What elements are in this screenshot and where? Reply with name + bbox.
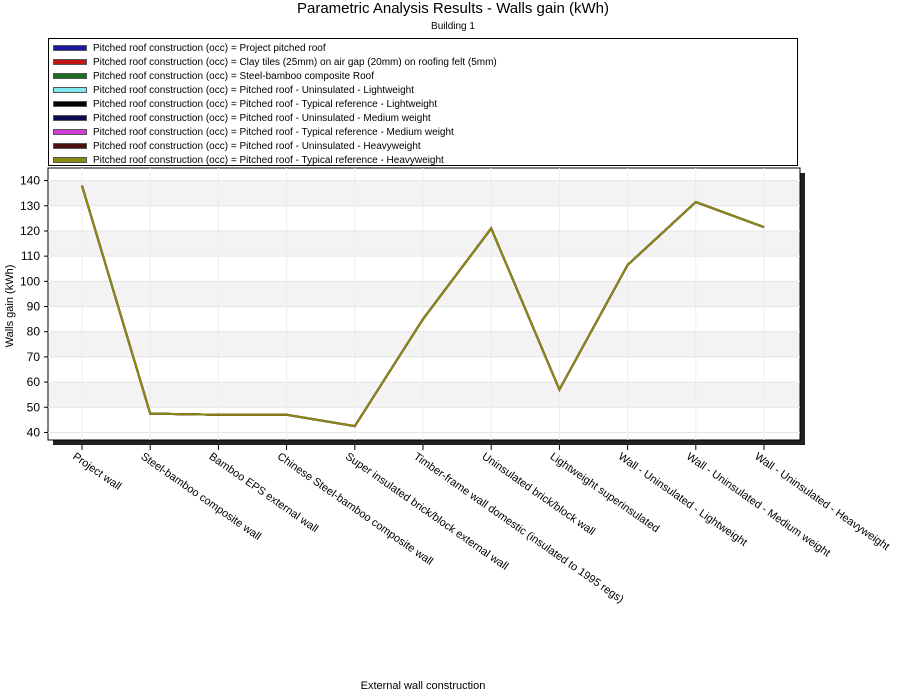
y-tick-label: 50 (27, 400, 41, 414)
legend-label: Pitched roof construction (occ) = Pitche… (93, 154, 444, 166)
y-tick-label: 140 (20, 174, 40, 188)
legend-item: Pitched roof construction (occ) = Pitche… (53, 111, 431, 125)
legend-swatch (53, 45, 87, 51)
y-tick-label: 100 (20, 274, 40, 288)
x-tick-label: Bamboo EPS external wall (207, 451, 321, 536)
y-tick-label: 130 (20, 199, 40, 213)
legend-item: Pitched roof construction (occ) = Pitche… (53, 97, 437, 111)
legend-label: Pitched roof construction (occ) = Pitche… (93, 126, 454, 138)
legend-swatch (53, 129, 87, 135)
y-tick-label: 40 (27, 425, 41, 439)
grid-band (49, 331, 799, 357)
x-tick-label: Project wall (70, 451, 123, 493)
y-tick-label: 90 (27, 300, 41, 314)
x-tick-label: Uninsulated brick/block wall (479, 451, 597, 538)
legend-item: Pitched roof construction (occ) = Pitche… (53, 139, 421, 153)
legend-swatch (53, 143, 87, 149)
legend-label: Pitched roof construction (occ) = Pitche… (93, 84, 414, 96)
legend-swatch (53, 157, 87, 163)
legend-item: Pitched roof construction (occ) = Steel-… (53, 69, 374, 83)
legend-swatch (53, 115, 87, 121)
legend-label: Pitched roof construction (occ) = Pitche… (93, 112, 431, 124)
legend: Pitched roof construction (occ) = Projec… (48, 38, 798, 166)
legend-label: Pitched roof construction (occ) = Clay t… (93, 56, 497, 68)
x-tick-label: Wall - Uninsulated - Lightweight (616, 451, 749, 549)
legend-swatch (53, 101, 87, 107)
x-tick-label: Lightweight superinsulated (548, 451, 662, 536)
legend-label: Pitched roof construction (occ) = Pitche… (93, 98, 438, 110)
x-tick-label: Wall - Uninsulated - Medium weight (684, 451, 832, 560)
grid-band (49, 281, 799, 307)
x-tick-label: Wall - Uninsulated - Heavyweight (752, 451, 891, 554)
grid-band (49, 382, 799, 408)
y-tick-label: 70 (27, 350, 41, 364)
chart-subtitle: Building 1 (431, 21, 475, 32)
series-line (81, 185, 765, 428)
legend-swatch (53, 59, 87, 65)
y-tick-label: 60 (27, 375, 41, 389)
legend-label: Pitched roof construction (occ) = Projec… (93, 42, 326, 54)
x-tick-label: Steel-bamboo composite wall (138, 451, 263, 543)
y-tick-label: 110 (21, 249, 40, 263)
y-tick-label: 80 (27, 325, 41, 339)
legend-item: Pitched roof construction (occ) = Pitche… (53, 153, 444, 167)
grid-band (49, 180, 799, 206)
legend-swatch (53, 87, 87, 93)
legend-item: Pitched roof construction (occ) = Pitche… (53, 83, 414, 97)
legend-item: Pitched roof construction (occ) = Clay t… (53, 55, 497, 69)
grid-band (49, 230, 799, 257)
x-axis-label: External wall construction (360, 680, 486, 692)
legend-item: Pitched roof construction (occ) = Pitche… (53, 125, 454, 139)
legend-label: Pitched roof construction (occ) = Pitche… (93, 140, 421, 152)
y-tick-label: 120 (20, 224, 40, 238)
legend-swatch (53, 73, 87, 79)
legend-label: Pitched roof construction (occ) = Steel-… (93, 70, 374, 82)
chart-title: Parametric Analysis Results - Walls gain… (296, 0, 610, 17)
legend-item: Pitched roof construction (occ) = Projec… (53, 41, 326, 55)
